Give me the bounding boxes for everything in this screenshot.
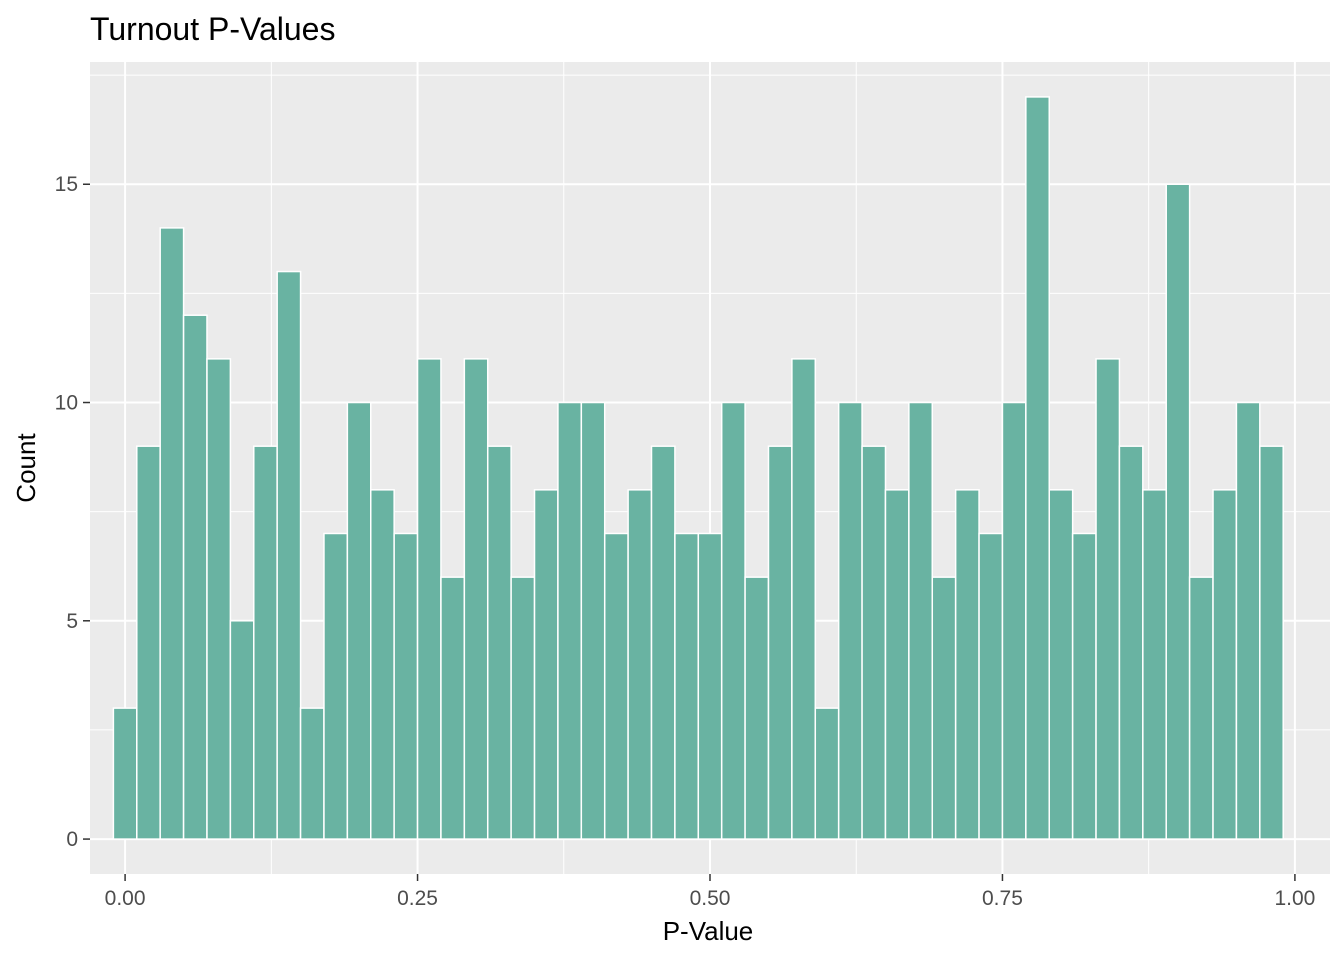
y-tick-label: 10 [55,392,78,415]
histogram-bar [791,358,817,840]
histogram-bar [884,489,910,840]
histogram-bar [978,532,1004,840]
histogram-bar [299,707,325,840]
histogram-bar [1048,489,1074,840]
histogram-bar [674,532,700,840]
y-tick-label: 5 [66,610,78,633]
histogram-bar [744,576,770,840]
x-axis-ticks: 0.00 0.25 0.50 0.75 1.00 [105,874,1315,910]
histogram-bar [908,401,934,840]
histogram-bar [533,489,559,840]
histogram-bar [931,576,957,840]
histogram-bar [440,576,466,840]
histogram-bar [346,401,372,840]
histogram-bar [720,401,746,840]
histogram-bar [650,445,676,840]
histogram-bar [627,489,653,840]
x-tick-label: 0.75 [982,887,1023,910]
histogram-bar [1025,96,1050,840]
histogram-bar [323,532,349,840]
y-axis-ticks: 0 5 10 15 [55,173,90,851]
histogram-bar [1142,489,1167,840]
histogram-bar [603,532,629,840]
histogram-bar [276,270,302,840]
histogram-bar [510,576,536,840]
histogram-bar [1212,489,1238,840]
histogram-bar [159,227,185,840]
histogram-bar [1095,358,1121,840]
histogram-bar [463,358,489,840]
x-tick-label: 0.50 [690,887,731,910]
histogram-bar [1259,445,1284,840]
histogram-bar [393,532,419,840]
histogram-bar [1165,183,1191,840]
histogram-bar [1118,445,1144,840]
histogram-bar [861,445,887,840]
histogram-bar [767,445,793,840]
histogram-bar [229,620,255,840]
histogram-bar [837,401,863,840]
histogram-bar [206,358,232,840]
y-axis-title: Count [11,433,41,503]
y-tick-label: 15 [55,173,78,196]
histogram-bar [814,707,840,840]
y-tick-label: 0 [66,828,78,851]
histogram-bar [697,532,723,840]
x-tick-label: 0.25 [397,887,438,910]
histogram-bar [557,401,583,840]
histogram-bar [954,489,980,840]
histogram-bar [580,401,606,840]
histogram-bar [136,445,161,840]
histogram-bar [1235,401,1261,840]
histogram-bar [112,707,138,840]
histogram-bar [253,445,278,840]
histogram-bars [112,96,1284,840]
histogram-bar [370,489,395,840]
histogram-bar [486,445,512,840]
histogram-bar [1188,576,1214,840]
x-tick-label: 1.00 [1274,887,1315,910]
histogram-bar [1001,401,1027,840]
chart-title: Turnout P-Values [90,11,335,47]
histogram-bar [182,314,208,840]
x-tick-label: 0.00 [105,887,146,910]
histogram-bar [416,358,442,840]
histogram-bar [1071,532,1097,840]
x-axis-title: P-Value [663,916,754,946]
